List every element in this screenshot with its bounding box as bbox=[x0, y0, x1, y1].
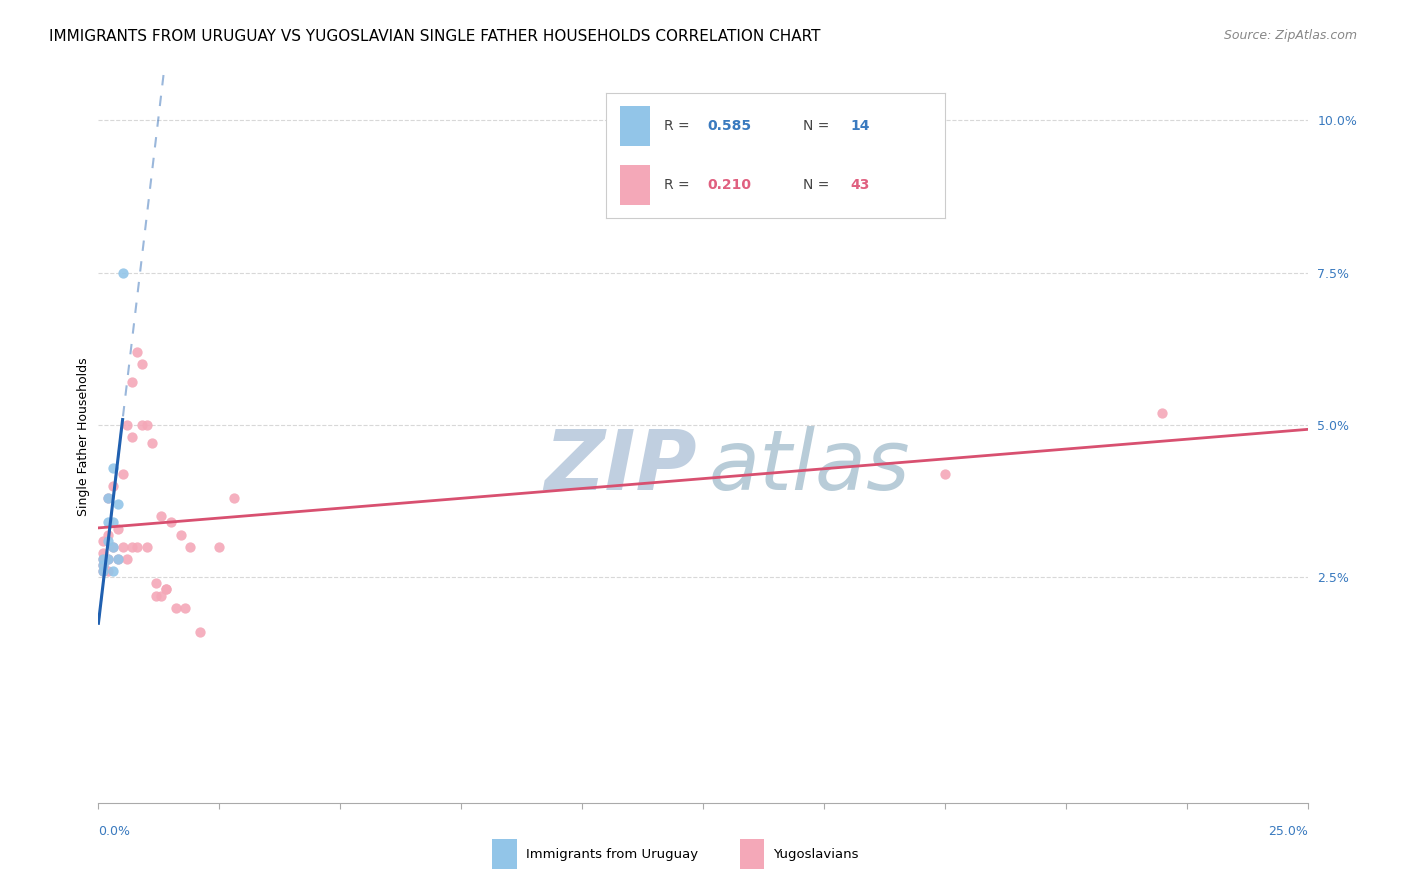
Point bbox=[188, 625, 211, 640]
Point bbox=[121, 430, 143, 444]
Point bbox=[91, 564, 114, 578]
Point bbox=[141, 436, 163, 450]
Point bbox=[91, 558, 114, 573]
Point bbox=[97, 527, 120, 541]
Point bbox=[160, 516, 183, 530]
Point bbox=[91, 564, 114, 578]
Point bbox=[107, 552, 129, 566]
Point bbox=[135, 540, 157, 554]
Point bbox=[165, 600, 187, 615]
Point bbox=[107, 521, 129, 535]
Point bbox=[91, 552, 114, 566]
Text: Yugoslavians: Yugoslavians bbox=[773, 847, 859, 861]
Point bbox=[135, 417, 157, 432]
Point bbox=[169, 527, 191, 541]
Point bbox=[97, 491, 120, 505]
Point bbox=[97, 552, 120, 566]
Text: Immigrants from Uruguay: Immigrants from Uruguay bbox=[526, 847, 697, 861]
Point bbox=[117, 552, 139, 566]
Point bbox=[127, 540, 149, 554]
Point bbox=[145, 589, 167, 603]
Point bbox=[208, 540, 231, 554]
Point bbox=[91, 533, 114, 548]
Point bbox=[91, 546, 114, 560]
Point bbox=[174, 600, 197, 615]
Point bbox=[111, 266, 134, 280]
Point bbox=[131, 357, 153, 371]
Point bbox=[150, 589, 173, 603]
Point bbox=[117, 417, 139, 432]
Point bbox=[97, 533, 120, 548]
Text: 25.0%: 25.0% bbox=[1268, 825, 1308, 838]
Text: Source: ZipAtlas.com: Source: ZipAtlas.com bbox=[1223, 29, 1357, 42]
Point bbox=[155, 582, 177, 597]
Text: 0.0%: 0.0% bbox=[98, 825, 131, 838]
Point bbox=[934, 467, 956, 481]
Point bbox=[121, 375, 143, 389]
Point bbox=[179, 540, 201, 554]
Text: ZIP: ZIP bbox=[544, 425, 697, 507]
Point bbox=[101, 540, 124, 554]
Point bbox=[131, 417, 153, 432]
Point bbox=[107, 497, 129, 511]
Text: IMMIGRANTS FROM URUGUAY VS YUGOSLAVIAN SINGLE FATHER HOUSEHOLDS CORRELATION CHAR: IMMIGRANTS FROM URUGUAY VS YUGOSLAVIAN S… bbox=[49, 29, 821, 44]
Point bbox=[91, 552, 114, 566]
Point bbox=[97, 564, 120, 578]
Y-axis label: Single Father Households: Single Father Households bbox=[77, 358, 90, 516]
Point bbox=[97, 552, 120, 566]
Bar bbox=[740, 839, 765, 869]
Point bbox=[121, 540, 143, 554]
Point bbox=[101, 516, 124, 530]
Point bbox=[101, 564, 124, 578]
Point bbox=[222, 491, 245, 505]
Point bbox=[91, 558, 114, 573]
Point bbox=[155, 582, 177, 597]
Point bbox=[150, 509, 173, 524]
Point bbox=[107, 552, 129, 566]
Point bbox=[111, 540, 134, 554]
Point bbox=[145, 576, 167, 591]
Point bbox=[97, 516, 120, 530]
Point bbox=[111, 467, 134, 481]
Point bbox=[127, 344, 149, 359]
Text: atlas: atlas bbox=[709, 425, 911, 507]
Point bbox=[101, 540, 124, 554]
Bar bbox=[492, 839, 517, 869]
Point bbox=[101, 479, 124, 493]
Point bbox=[1152, 406, 1174, 420]
Point bbox=[97, 491, 120, 505]
Point bbox=[101, 460, 124, 475]
